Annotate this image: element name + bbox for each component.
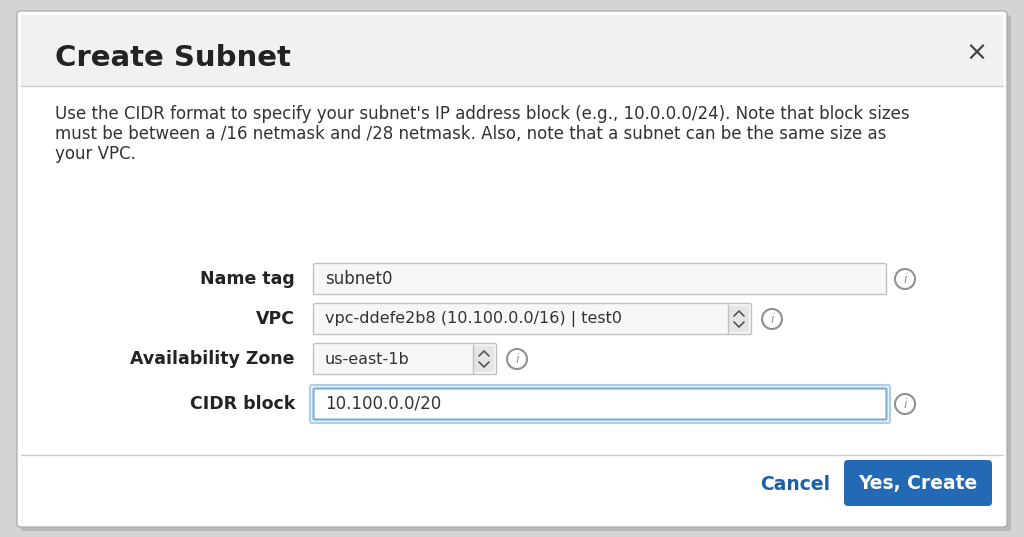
Text: Create Subnet: Create Subnet [55, 44, 291, 72]
Text: i: i [903, 398, 906, 411]
Text: 10.100.0.0/20: 10.100.0.0/20 [325, 395, 441, 413]
Text: subnet0: subnet0 [325, 270, 392, 288]
Text: must be between a /16 netmask and /28 netmask. Also, note that a subnet can be t: must be between a /16 netmask and /28 ne… [55, 125, 887, 143]
Bar [728, 306, 749, 332]
FancyBboxPatch shape [310, 385, 890, 423]
FancyBboxPatch shape [22, 15, 1011, 531]
Bar [473, 346, 494, 372]
Text: Cancel: Cancel [760, 475, 830, 495]
FancyBboxPatch shape [313, 303, 752, 335]
Text: us-east-1b: us-east-1b [325, 352, 410, 366]
Text: i: i [770, 313, 774, 326]
Text: Availability Zone: Availability Zone [130, 350, 295, 368]
Text: VPC: VPC [256, 310, 295, 328]
Text: vpc-ddefe2b8 (10.100.0.0/16) | test0: vpc-ddefe2b8 (10.100.0.0/16) | test0 [325, 311, 622, 327]
Text: ×: × [965, 41, 987, 67]
Text: i: i [903, 273, 906, 286]
FancyBboxPatch shape [17, 11, 1007, 527]
Text: i: i [515, 353, 519, 366]
Bar [22, 15, 1002, 87]
Text: Name tag: Name tag [201, 270, 295, 288]
FancyBboxPatch shape [313, 388, 887, 419]
Text: your VPC.: your VPC. [55, 145, 136, 163]
Text: Use the CIDR format to specify your subnet's IP address block (e.g., 10.0.0.0/24: Use the CIDR format to specify your subn… [55, 105, 909, 123]
Text: CIDR block: CIDR block [189, 395, 295, 413]
FancyBboxPatch shape [313, 264, 887, 294]
FancyBboxPatch shape [844, 460, 992, 506]
FancyBboxPatch shape [313, 344, 497, 374]
Text: Yes, Create: Yes, Create [858, 474, 978, 492]
